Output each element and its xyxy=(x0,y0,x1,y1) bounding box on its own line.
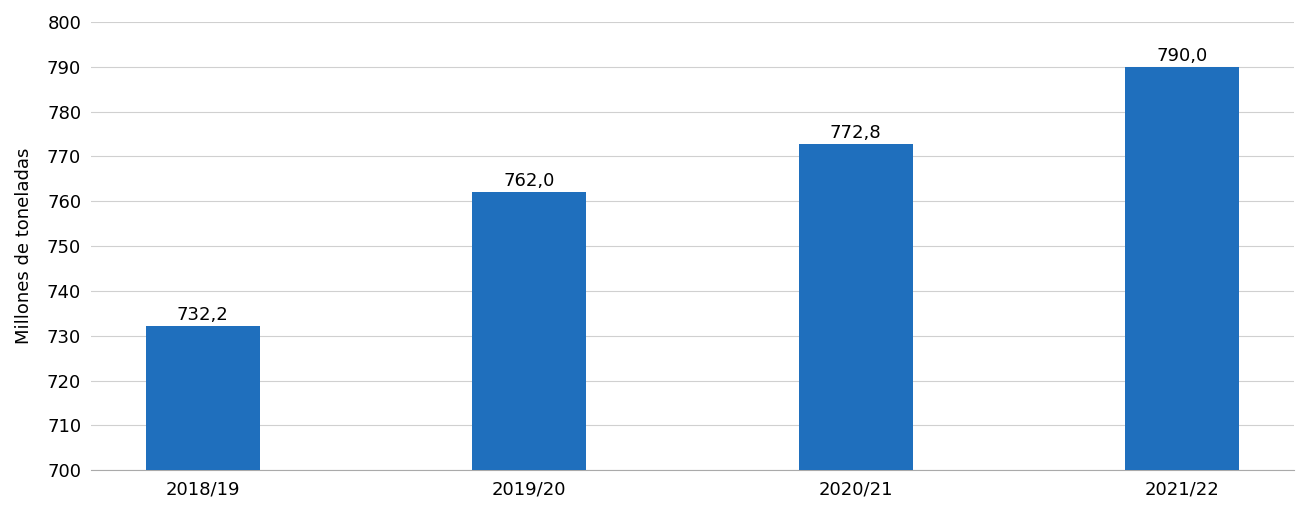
Y-axis label: Millones de toneladas: Millones de toneladas xyxy=(14,148,33,344)
Text: 772,8: 772,8 xyxy=(830,124,881,142)
Bar xyxy=(145,326,259,513)
Bar xyxy=(1124,67,1240,513)
Text: 790,0: 790,0 xyxy=(1157,47,1208,65)
Bar xyxy=(798,144,912,513)
Text: 732,2: 732,2 xyxy=(177,306,229,324)
Text: 762,0: 762,0 xyxy=(504,172,555,190)
Bar xyxy=(473,192,586,513)
